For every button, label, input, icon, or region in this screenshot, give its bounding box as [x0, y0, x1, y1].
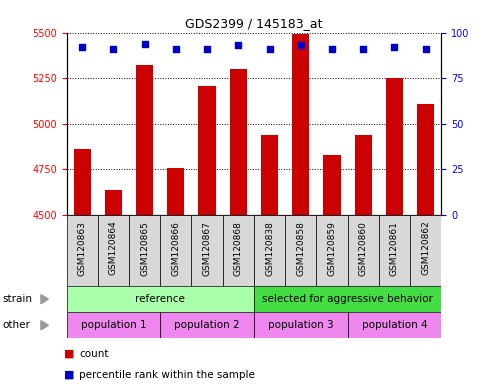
Bar — [254, 286, 441, 312]
Text: other: other — [2, 320, 31, 330]
Text: GSM120865: GSM120865 — [140, 221, 149, 276]
Polygon shape — [41, 295, 48, 304]
Point — [78, 44, 86, 50]
Text: GSM120862: GSM120862 — [421, 221, 430, 275]
Text: GSM120861: GSM120861 — [390, 221, 399, 276]
Text: population 2: population 2 — [174, 320, 240, 330]
Title: GDS2399 / 145183_at: GDS2399 / 145183_at — [185, 17, 322, 30]
Text: GSM120868: GSM120868 — [234, 221, 243, 276]
Text: GSM120864: GSM120864 — [109, 221, 118, 275]
Point — [141, 40, 148, 46]
Bar — [254, 312, 348, 338]
Bar — [136, 65, 153, 215]
Bar — [67, 215, 98, 286]
Text: ■: ■ — [64, 370, 74, 380]
Polygon shape — [41, 321, 48, 330]
Bar — [167, 167, 184, 215]
Text: strain: strain — [2, 294, 33, 304]
Text: GSM120858: GSM120858 — [296, 221, 305, 276]
Bar — [254, 215, 285, 286]
Bar — [98, 215, 129, 286]
Point — [328, 46, 336, 52]
Point — [297, 42, 305, 48]
Bar — [348, 215, 379, 286]
Bar — [317, 215, 348, 286]
Text: GSM120863: GSM120863 — [78, 221, 87, 276]
Bar — [230, 69, 247, 215]
Bar — [292, 35, 309, 215]
Bar — [379, 215, 410, 286]
Point — [390, 44, 398, 50]
Text: ■: ■ — [64, 349, 74, 359]
Text: selected for aggressive behavior: selected for aggressive behavior — [262, 294, 433, 304]
Text: population 1: population 1 — [80, 320, 146, 330]
Point — [203, 46, 211, 52]
Bar — [160, 312, 254, 338]
Point — [266, 46, 274, 52]
Bar — [199, 86, 215, 215]
Bar — [160, 215, 191, 286]
Text: percentile rank within the sample: percentile rank within the sample — [79, 370, 255, 380]
Text: GSM120866: GSM120866 — [172, 221, 180, 276]
Text: GSM120860: GSM120860 — [359, 221, 368, 276]
Bar — [223, 215, 254, 286]
Point — [359, 46, 367, 52]
Bar — [285, 215, 317, 286]
Bar — [386, 78, 403, 215]
Bar — [67, 312, 160, 338]
Text: GSM120867: GSM120867 — [203, 221, 211, 276]
Bar — [410, 215, 441, 286]
Point — [109, 46, 117, 52]
Bar — [323, 155, 341, 215]
Bar — [348, 312, 441, 338]
Bar — [129, 215, 160, 286]
Text: count: count — [79, 349, 108, 359]
Bar — [67, 286, 254, 312]
Text: population 3: population 3 — [268, 320, 334, 330]
Point — [422, 46, 429, 52]
Bar — [73, 149, 91, 215]
Bar — [354, 135, 372, 215]
Text: GSM120859: GSM120859 — [327, 221, 336, 276]
Text: population 4: population 4 — [361, 320, 427, 330]
Bar — [417, 104, 434, 215]
Text: reference: reference — [135, 294, 185, 304]
Bar — [105, 189, 122, 215]
Bar — [261, 135, 278, 215]
Text: GSM120838: GSM120838 — [265, 221, 274, 276]
Bar — [191, 215, 223, 286]
Point — [172, 46, 180, 52]
Point — [234, 42, 242, 48]
